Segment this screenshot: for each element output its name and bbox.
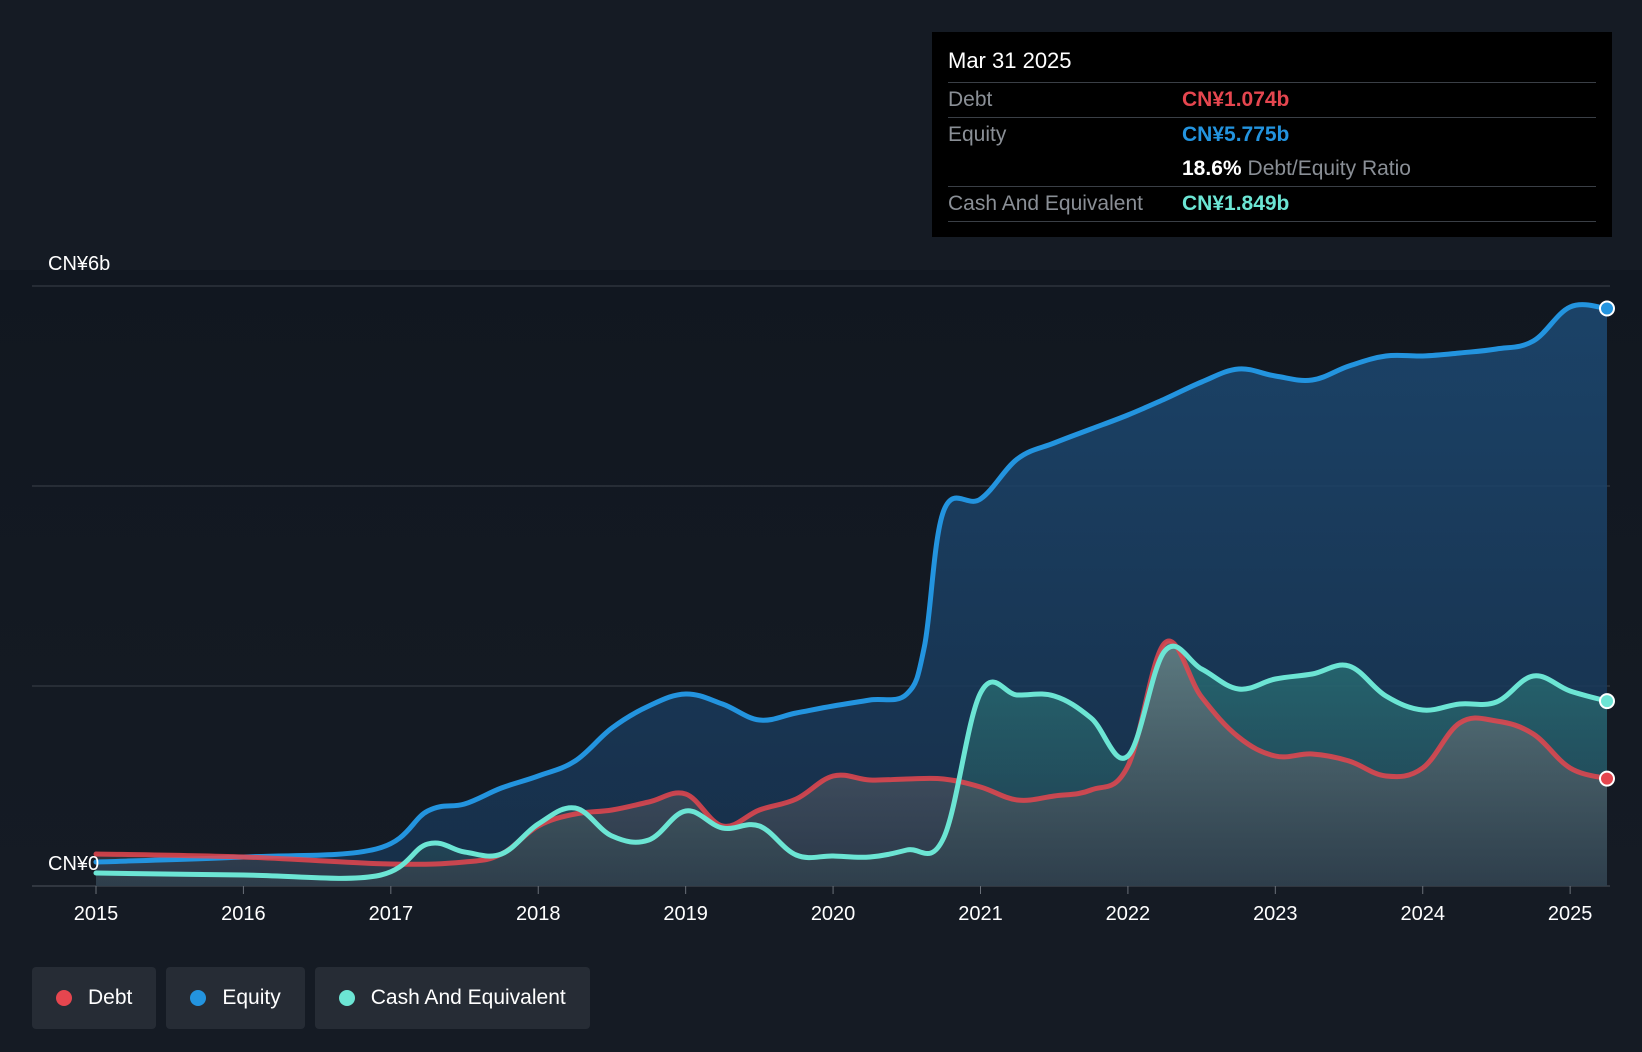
tooltip-debt-label: Debt bbox=[948, 88, 993, 111]
x-tick-2024: 2024 bbox=[1400, 903, 1445, 925]
series-areas bbox=[96, 304, 1607, 886]
end-markers bbox=[1599, 300, 1615, 787]
y-tick-0: CN¥0 bbox=[48, 853, 99, 875]
x-tick-2017: 2017 bbox=[369, 903, 414, 925]
x-tick-2022: 2022 bbox=[1106, 903, 1151, 925]
legend-item-debt[interactable]: Debt bbox=[32, 967, 157, 1029]
tooltip-equity-value: CN¥5.775b bbox=[1182, 123, 1290, 146]
line-equity bbox=[93, 302, 1610, 865]
tooltip-ratio-value: 18.6% bbox=[1182, 157, 1242, 180]
x-tick-2019: 2019 bbox=[663, 903, 708, 925]
end-point-equity[interactable] bbox=[1599, 300, 1615, 317]
tooltip-date: Mar 31 2025 bbox=[948, 48, 1072, 73]
tooltip-row-cash: Cash And Equivalent CN¥1.849b bbox=[948, 186, 1596, 221]
cash-dot-icon bbox=[338, 990, 355, 1006]
x-tick-2021: 2021 bbox=[958, 903, 1003, 925]
tooltip-divider bbox=[948, 221, 1596, 223]
legend-label-cash: Cash And Equivalent bbox=[370, 986, 566, 1009]
tooltip-row-ratio: 18.6% Debt/Equity Ratio bbox=[948, 152, 1596, 186]
end-point-debt[interactable] bbox=[1599, 770, 1615, 787]
legend-item-equity[interactable]: Equity bbox=[166, 967, 305, 1029]
axis-ticks: 2015 2016 2017 2018 2019 2020 2021 2022 2023 2024… bbox=[48, 253, 1592, 925]
tooltip-row-debt: Debt CN¥1.074b bbox=[948, 82, 1596, 117]
tooltip-debt-value: CN¥1.074b bbox=[1182, 88, 1290, 111]
x-tick-2025: 2025 bbox=[1548, 903, 1593, 925]
x-tick-2015: 2015 bbox=[74, 903, 119, 925]
legend-label-equity: Equity bbox=[222, 986, 281, 1009]
x-tick-2023: 2023 bbox=[1253, 903, 1298, 925]
x-tick-2020: 2020 bbox=[811, 903, 856, 925]
tooltip-panel: Mar 31 2025 Debt CN¥1.074b Equity CN¥5.7… bbox=[932, 32, 1612, 237]
tooltip-cash-label: Cash And Equivalent bbox=[948, 192, 1143, 215]
tooltip-equity-label: Equity bbox=[948, 123, 1007, 146]
tooltip-ratio-label: Debt/Equity Ratio bbox=[1247, 157, 1411, 180]
series-lines bbox=[93, 302, 1610, 881]
x-tick-2018: 2018 bbox=[516, 903, 561, 925]
y-tick-6: CN¥6b bbox=[48, 253, 110, 275]
legend-label-debt: Debt bbox=[88, 986, 133, 1009]
legend: Debt Equity Cash And Equivalent bbox=[32, 967, 590, 1029]
tooltip-cash-value: CN¥1.849b bbox=[1182, 192, 1290, 215]
debt-dot-icon bbox=[56, 990, 72, 1006]
line-cash-and-equivalent bbox=[93, 643, 1610, 881]
equity-dot-icon bbox=[190, 990, 207, 1006]
legend-item-cash[interactable]: Cash And Equivalent bbox=[314, 967, 590, 1029]
end-point-cash-and-equivalent[interactable] bbox=[1599, 693, 1615, 710]
area-debt bbox=[96, 641, 1607, 886]
x-tick-2016: 2016 bbox=[221, 903, 266, 925]
tooltip-row-equity: Equity CN¥5.775b bbox=[948, 117, 1596, 152]
